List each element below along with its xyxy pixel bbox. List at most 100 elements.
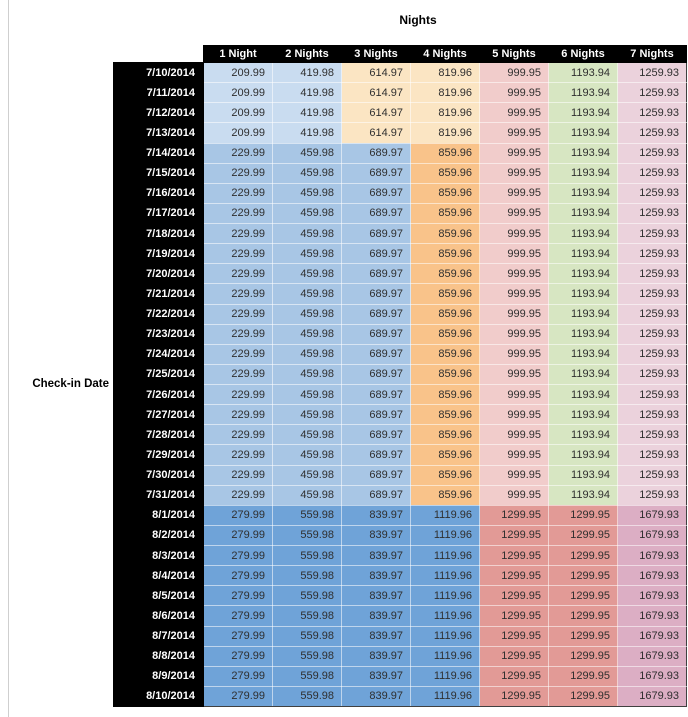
rate-cell[interactable]: 1259.93 [617,303,687,325]
row-date-cell[interactable]: 7/27/2014 [113,404,204,426]
rate-cell[interactable]: 859.96 [410,424,480,446]
rate-cell[interactable]: 859.96 [410,182,480,204]
row-date-cell[interactable]: 7/13/2014 [113,122,204,144]
rate-cell[interactable]: 559.98 [272,524,342,547]
rate-cell[interactable]: 279.99 [203,544,273,567]
rate-cell[interactable]: 1679.93 [617,605,687,627]
row-date-cell[interactable]: 7/25/2014 [113,363,204,386]
rate-cell[interactable]: 1193.94 [548,464,618,486]
rate-cell[interactable]: 1193.94 [548,162,618,184]
row-date-cell[interactable]: 8/7/2014 [113,625,204,647]
rate-cell[interactable]: 1193.94 [548,404,618,426]
rate-cell[interactable]: 209.99 [203,61,273,84]
column-header-cell[interactable]: 7 Nights [617,45,687,63]
row-date-cell[interactable]: 7/19/2014 [113,243,204,265]
column-header-cell[interactable]: 6 Nights [548,45,618,63]
rate-cell[interactable]: 1259.93 [617,102,687,124]
rate-cell[interactable]: 859.96 [410,464,480,486]
rate-cell[interactable]: 839.97 [341,504,411,526]
rate-cell[interactable]: 1119.96 [410,585,480,607]
rate-cell[interactable]: 229.99 [203,142,273,164]
rate-cell[interactable]: 1299.95 [479,544,549,567]
rate-cell[interactable]: 1299.95 [548,685,618,708]
rate-cell[interactable]: 1259.93 [617,222,687,245]
rate-cell[interactable]: 689.97 [341,444,411,466]
row-date-cell[interactable]: 8/2/2014 [113,524,204,547]
rate-cell[interactable]: 229.99 [203,444,273,466]
rate-cell[interactable]: 999.95 [479,363,549,386]
rate-cell[interactable]: 459.98 [272,142,342,164]
rate-cell[interactable]: 1119.96 [410,544,480,567]
row-date-cell[interactable]: 7/31/2014 [113,484,204,506]
rate-cell[interactable]: 689.97 [341,404,411,426]
rate-cell[interactable]: 689.97 [341,343,411,365]
row-date-cell[interactable]: 7/17/2014 [113,202,204,225]
rate-cell[interactable]: 1299.95 [548,625,618,647]
row-date-cell[interactable]: 8/9/2014 [113,665,204,687]
rate-cell[interactable]: 999.95 [479,444,549,466]
rate-cell[interactable]: 559.98 [272,565,342,587]
rate-cell[interactable]: 999.95 [479,61,549,84]
rate-cell[interactable]: 559.98 [272,645,342,667]
rate-cell[interactable]: 1299.95 [479,585,549,607]
row-date-cell[interactable]: 7/24/2014 [113,343,204,365]
rate-cell[interactable]: 209.99 [203,82,273,104]
rate-cell[interactable]: 1299.95 [548,524,618,547]
rate-cell[interactable]: 999.95 [479,283,549,305]
rate-cell[interactable]: 229.99 [203,323,273,345]
rate-cell[interactable]: 1259.93 [617,484,687,506]
rate-cell[interactable]: 819.96 [410,61,480,84]
rate-cell[interactable]: 859.96 [410,404,480,426]
rate-cell[interactable]: 559.98 [272,665,342,687]
rate-cell[interactable]: 279.99 [203,524,273,547]
rate-cell[interactable]: 229.99 [203,182,273,204]
rate-cell[interactable]: 859.96 [410,343,480,365]
rate-cell[interactable]: 1193.94 [548,283,618,305]
rate-cell[interactable]: 559.98 [272,504,342,526]
rate-cell[interactable]: 999.95 [479,464,549,486]
rate-cell[interactable]: 1193.94 [548,263,618,285]
rate-cell[interactable]: 279.99 [203,625,273,647]
rate-cell[interactable]: 419.98 [272,82,342,104]
rate-cell[interactable]: 1259.93 [617,202,687,225]
rate-cell[interactable]: 229.99 [203,283,273,305]
rate-cell[interactable]: 1299.95 [479,625,549,647]
rate-cell[interactable]: 1679.93 [617,585,687,607]
rate-cell[interactable]: 1259.93 [617,263,687,285]
rate-cell[interactable]: 419.98 [272,61,342,84]
rate-cell[interactable]: 689.97 [341,464,411,486]
rate-cell[interactable]: 209.99 [203,122,273,144]
rate-cell[interactable]: 689.97 [341,424,411,446]
rate-cell[interactable]: 279.99 [203,685,273,708]
rate-cell[interactable]: 999.95 [479,383,549,406]
rate-cell[interactable]: 1193.94 [548,102,618,124]
rate-cell[interactable]: 999.95 [479,142,549,164]
row-date-cell[interactable]: 8/4/2014 [113,565,204,587]
rate-cell[interactable]: 859.96 [410,243,480,265]
row-date-cell[interactable]: 8/6/2014 [113,605,204,627]
rate-cell[interactable]: 859.96 [410,323,480,345]
rate-cell[interactable]: 999.95 [479,303,549,325]
rate-cell[interactable]: 999.95 [479,82,549,104]
rate-cell[interactable]: 859.96 [410,363,480,386]
rate-cell[interactable]: 999.95 [479,162,549,184]
rate-cell[interactable]: 859.96 [410,263,480,285]
rate-cell[interactable]: 1299.95 [479,645,549,667]
rate-cell[interactable]: 1119.96 [410,565,480,587]
rate-cell[interactable]: 459.98 [272,222,342,245]
rate-cell[interactable]: 229.99 [203,343,273,365]
rate-cell[interactable]: 229.99 [203,243,273,265]
rate-cell[interactable]: 689.97 [341,303,411,325]
rate-cell[interactable]: 229.99 [203,464,273,486]
row-date-cell[interactable]: 7/10/2014 [113,61,204,84]
row-date-cell[interactable]: 7/16/2014 [113,182,204,204]
rate-cell[interactable]: 1259.93 [617,444,687,466]
rate-cell[interactable]: 999.95 [479,343,549,365]
rate-cell[interactable]: 279.99 [203,565,273,587]
rate-cell[interactable]: 1259.93 [617,343,687,365]
rate-cell[interactable]: 459.98 [272,484,342,506]
rate-cell[interactable]: 859.96 [410,303,480,325]
row-date-cell[interactable]: 7/21/2014 [113,283,204,305]
rate-cell[interactable]: 1119.96 [410,625,480,647]
rate-cell[interactable]: 1299.95 [548,544,618,567]
